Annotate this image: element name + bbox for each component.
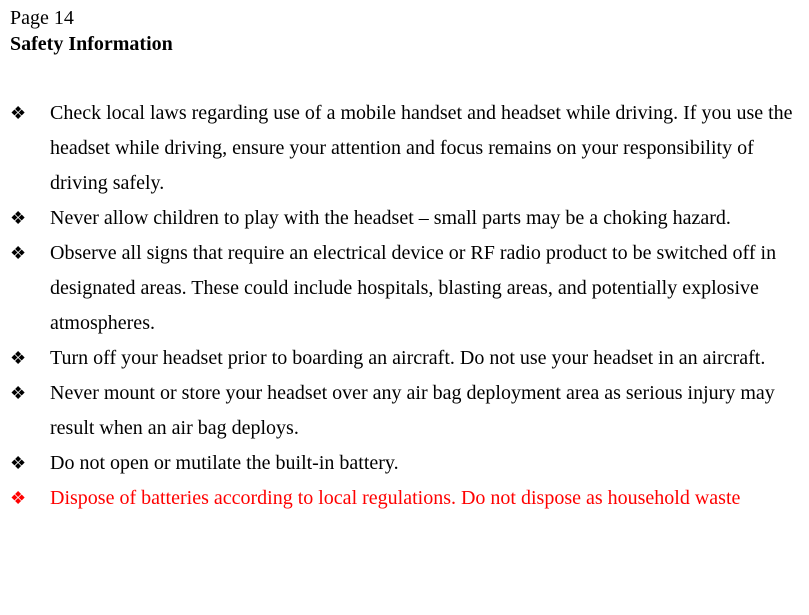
list-item: ❖Check local laws regarding use of a mob… xyxy=(10,96,799,201)
section-heading: Safety Information xyxy=(10,32,799,56)
diamond-bullet-icon: ❖ xyxy=(10,236,50,271)
list-item-text: Never mount or store your headset over a… xyxy=(50,376,799,446)
document-page: Page 14 Safety Information ❖Check local … xyxy=(0,0,809,526)
diamond-bullet-icon: ❖ xyxy=(10,341,50,376)
list-item: ❖Dispose of batteries according to local… xyxy=(10,481,799,516)
list-item-text: Do not open or mutilate the built-in bat… xyxy=(50,446,799,481)
list-item: ❖Never mount or store your headset over … xyxy=(10,376,799,446)
list-item-text: Dispose of batteries according to local … xyxy=(50,481,799,516)
list-item-text: Observe all signs that require an electr… xyxy=(50,236,799,341)
page-number: Page 14 xyxy=(10,6,799,30)
safety-list: ❖Check local laws regarding use of a mob… xyxy=(10,96,799,516)
diamond-bullet-icon: ❖ xyxy=(10,376,50,411)
diamond-bullet-icon: ❖ xyxy=(10,201,50,236)
list-item-text: Check local laws regarding use of a mobi… xyxy=(50,96,799,201)
list-item: ❖Observe all signs that require an elect… xyxy=(10,236,799,341)
list-item: ❖Do not open or mutilate the built-in ba… xyxy=(10,446,799,481)
diamond-bullet-icon: ❖ xyxy=(10,96,50,131)
list-item: ❖Turn off your headset prior to boarding… xyxy=(10,341,799,376)
diamond-bullet-icon: ❖ xyxy=(10,446,50,481)
list-item-text: Turn off your headset prior to boarding … xyxy=(50,341,799,376)
list-item-text: Never allow children to play with the he… xyxy=(50,201,799,236)
list-item: ❖Never allow children to play with the h… xyxy=(10,201,799,236)
diamond-bullet-icon: ❖ xyxy=(10,481,50,516)
